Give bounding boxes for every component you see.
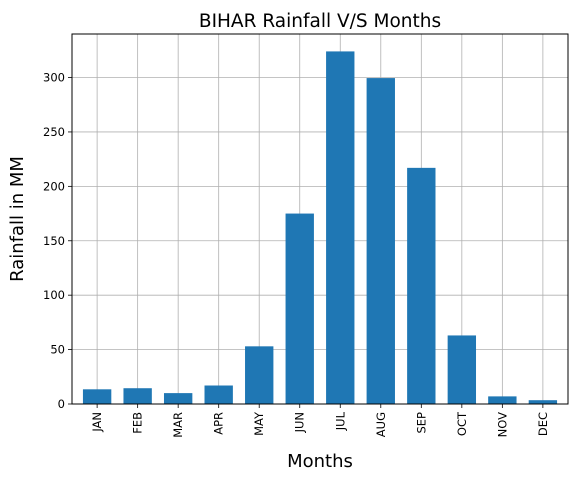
bars [82,51,558,404]
y-tick-label: 100 [43,288,65,302]
x-tick-label: APR [212,412,226,435]
x-tick-label: DEC [536,412,550,436]
x-tick-label: JAN [90,412,104,433]
x-tick-label: SEP [414,412,428,434]
x-tick-label: FEB [131,412,145,434]
x-tick-label: JUN [293,412,307,433]
x-tick-label: JUL [333,411,347,431]
x-tick-label: OCT [455,411,469,436]
x-tick-label: NOV [495,412,509,437]
y-tick-label: 50 [50,343,65,357]
y-tick-label: 150 [43,234,65,248]
y-tick-label: 200 [43,179,65,193]
bar-sep [407,167,436,404]
bar-aug [366,78,395,404]
y-tick-label: 300 [43,71,65,85]
grid-lines [72,34,568,405]
bar-jan [82,389,112,404]
bar-nov [488,396,517,404]
plot-frame [71,33,569,405]
bar-apr [204,385,233,404]
bar-oct [447,335,477,404]
bar-jun [285,213,314,404]
x-tick-label: MAR [171,412,185,438]
bar-mar [163,393,193,404]
chart-title: BIHAR Rainfall V/S Months [199,11,441,32]
bar-dec [528,400,558,404]
y-tick-label: 0 [58,397,65,411]
x-axis-ticks: JAN FEB MAR APR MAY JUN JUL AUG SEP OCT NOV DEC [90,404,550,438]
x-tick-label: MAY [252,411,266,436]
x-axis-title: Months [287,451,353,472]
bar-jul [326,51,355,404]
x-tick-label: AUG [374,412,388,437]
y-axis-title: Rainfall in MM [7,156,28,282]
y-axis-ticks: 0 50 100 150 200 250 300 [43,71,72,411]
bar-may [245,346,274,404]
bar-feb [123,388,152,404]
y-tick-label: 250 [43,125,65,139]
